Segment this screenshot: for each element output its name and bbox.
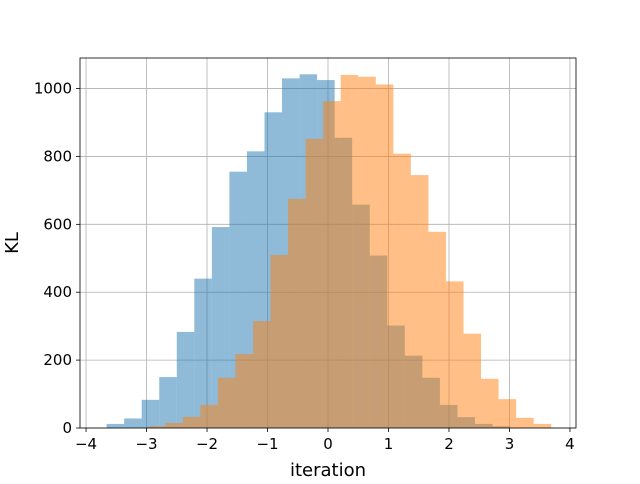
y-tick-label: 0 — [62, 419, 72, 437]
y-tick-label: 400 — [43, 283, 72, 301]
histogram-bar-series-2-bin-2 — [165, 422, 183, 428]
histogram-bar-series-2-bin-6 — [235, 354, 253, 428]
y-axis-title: KL — [2, 232, 23, 254]
x-tick-label: 3 — [505, 435, 515, 453]
y-tick-label: 600 — [43, 215, 72, 233]
histogram-bar-series-2-bin-21 — [498, 399, 517, 428]
histogram-bar-series-2-bin-7 — [252, 321, 271, 428]
histogram-bar-series-2-bin-9 — [288, 198, 306, 428]
histogram-bar-series-1-bin-4 — [159, 377, 177, 428]
x-axis-title: iteration — [290, 460, 366, 480]
histogram-bar-series-1-bin-2 — [124, 418, 142, 428]
y-tick-label: 200 — [43, 351, 72, 369]
histogram-bar-series-2-bin-1 — [147, 426, 166, 428]
histogram-bar-series-2-bin-23 — [533, 423, 552, 428]
x-tick-label: 1 — [384, 435, 394, 453]
x-tick-label: −4 — [75, 435, 97, 453]
histogram-bar-series-1-bin-5 — [176, 331, 195, 428]
histogram-bar-series-2-bin-3 — [182, 416, 201, 428]
histogram-bar-series-1-bin-6 — [194, 278, 212, 428]
x-tick-label: 4 — [565, 435, 575, 453]
histogram-bar-series-2-bin-11 — [323, 101, 341, 428]
bars-layer — [106, 74, 552, 429]
x-tick-label: −1 — [256, 435, 278, 453]
y-tick-label: 1000 — [34, 80, 72, 98]
histogram-bar-series-2-bin-12 — [340, 74, 359, 429]
histogram-bar-series-2-bin-5 — [217, 377, 236, 428]
histogram-bar-series-2-bin-19 — [463, 333, 482, 428]
histogram-bar-series-2-bin-14 — [375, 84, 394, 429]
x-tick-label: −3 — [135, 435, 157, 453]
x-tick-label: −2 — [196, 435, 218, 453]
histogram-bar-series-2-bin-8 — [270, 254, 289, 428]
histogram-bar-series-2-bin-10 — [305, 138, 324, 428]
y-tick-label: 800 — [43, 147, 72, 165]
histogram-bar-series-2-bin-4 — [200, 404, 218, 428]
histogram-bar-series-2-bin-17 — [428, 231, 446, 428]
histogram-bar-series-2-bin-13 — [358, 76, 376, 428]
histogram-bar-series-2-bin-16 — [410, 175, 429, 428]
histogram-bar-series-2-bin-20 — [481, 378, 499, 428]
x-tick-label: 0 — [323, 435, 333, 453]
histogram-bar-series-2-bin-22 — [516, 417, 534, 428]
histogram-bar-series-2-bin-15 — [393, 153, 411, 428]
histogram-bar-series-1-bin-3 — [141, 399, 160, 428]
x-tick-label: 2 — [444, 435, 454, 453]
histogram-bar-series-1-bin-1 — [106, 423, 125, 428]
histogram-bar-series-2-bin-18 — [445, 281, 464, 428]
ticks-layer: −4 −3 −2 −1 0 1 2 3 4 0 200 400 600 800 1000 — [34, 80, 575, 453]
